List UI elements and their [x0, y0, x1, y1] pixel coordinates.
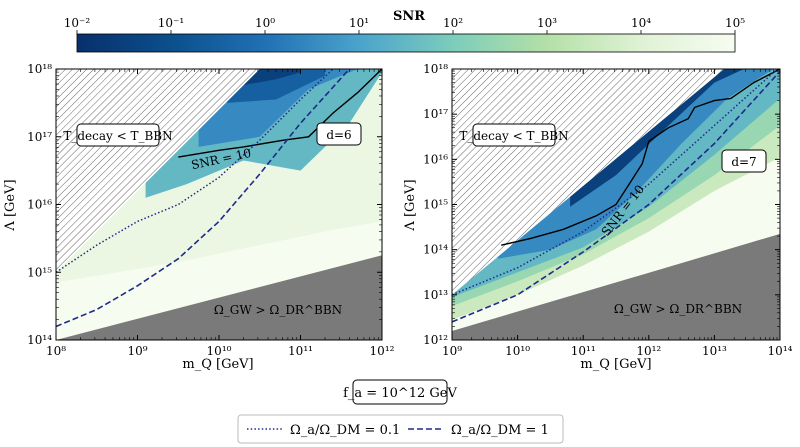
legend: Ω_a/Ω_DM = 0.1 Ω_a/Ω_DM = 1 — [237, 414, 564, 444]
fa-label: f_a = 10^12 GeV — [343, 386, 457, 401]
x-tick-label: 10¹⁴ — [768, 344, 793, 358]
legend-dotted-label: Ω_a/Ω_DM = 0.1 — [290, 423, 400, 438]
y-tick-label: 10¹⁴ — [27, 333, 52, 347]
x-tick-label: 10¹² — [636, 344, 661, 358]
colorbar-tick-label: 10⁴ — [631, 16, 651, 30]
right-decay-label-box: T_decay < T_BBN — [459, 123, 569, 147]
colorbar-tick-label: 10¹ — [349, 16, 369, 30]
x-tick-label: 10⁹ — [442, 344, 462, 358]
y-tick-label: 10¹⁸ — [27, 62, 52, 76]
left-panel: 10⁸ 10⁹ 10¹⁰ 10¹¹ 10¹² 10¹⁴ 10¹⁵ 10¹⁶ 10¹⁷ 10¹⁸ T… — [3, 62, 395, 372]
x-tick-label: 10¹¹ — [571, 344, 596, 358]
y-tick-label: 10¹⁷ — [423, 107, 448, 121]
right-gw-excluded-region — [452, 233, 780, 340]
colorbar-tick-label: 10² — [443, 16, 463, 30]
x-tick-label: 10⁸ — [46, 344, 66, 358]
left-gw-excluded-region — [56, 255, 382, 340]
colorbar-tick-label: 10⁻² — [64, 16, 91, 30]
colorbar: SNR 10⁻² 10⁻¹ 10⁰ 10¹ 10² 10³ 10⁴ 10⁵ — [64, 9, 745, 53]
colorbar-gradient — [76, 33, 736, 53]
right-snr10-contour — [501, 69, 780, 246]
right-decay-label: T_decay < T_BBN — [459, 129, 568, 143]
legend-dashed-label: Ω_a/Ω_DM = 1 — [451, 423, 549, 438]
colorbar-ticks: 10⁻² 10⁻¹ 10⁰ 10¹ 10² 10³ 10⁴ 10⁵ — [64, 16, 745, 34]
y-tick-label: 10¹⁸ — [423, 62, 448, 76]
left-gw-label: Ω_GW > Ω_DR^BBN — [214, 303, 342, 317]
x-tick-label: 10⁹ — [127, 344, 147, 358]
colorbar-tick-label: 10⁵ — [725, 16, 745, 30]
right-gw-label: Ω_GW > Ω_DR^BBN — [614, 302, 742, 316]
left-decay-excluded-region — [56, 69, 260, 273]
left-omega-0.1-line — [56, 69, 334, 273]
right-d-label: d=7 — [731, 155, 756, 169]
colorbar-tick-label: 10⁻¹ — [158, 16, 184, 30]
x-tick-label: 10¹¹ — [288, 344, 313, 358]
colorbar-title: SNR — [393, 9, 425, 24]
right-omega-1-line — [452, 70, 780, 323]
right-axes-ticks: 10⁹ 10¹⁰ 10¹¹ 10¹² 10¹³ 10¹⁴ 10¹² 10¹³ 10¹⁴ 10¹⁵ 1… — [423, 62, 793, 358]
fa-label-box: f_a = 10^12 GeV — [343, 379, 458, 405]
x-tick-label: 10¹³ — [702, 344, 727, 358]
legend-frame — [237, 414, 564, 444]
right-omega-0.1-line — [452, 69, 779, 296]
left-d-label-box: d=6 — [316, 122, 362, 146]
left-decay-label-box: T_decay < T_BBN — [63, 123, 173, 147]
y-tick-label: 10¹² — [423, 333, 448, 347]
x-tick-label: 10¹² — [370, 344, 395, 358]
x-tick-label: 10¹⁰ — [207, 344, 232, 358]
left-omega-1-line — [56, 69, 350, 328]
left-axes-ticks: 10⁸ 10⁹ 10¹⁰ 10¹¹ 10¹² 10¹⁴ 10¹⁵ 10¹⁶ 10¹⁷ 10¹⁸ — [27, 62, 395, 358]
y-tick-label: 10¹⁵ — [423, 198, 448, 212]
y-tick-label: 10¹³ — [423, 288, 448, 302]
left-xlabel: m_Q [GeV] — [182, 357, 253, 372]
right-panel: 10⁹ 10¹⁰ 10¹¹ 10¹² 10¹³ 10¹⁴ 10¹² 10¹³ 10¹⁴ 10¹⁵ 1… — [403, 62, 793, 372]
x-tick-label: 10¹⁰ — [505, 344, 530, 358]
colorbar-tick-label: 10⁰ — [255, 16, 275, 30]
left-d-label: d=6 — [326, 128, 351, 142]
y-tick-label: 10¹⁴ — [423, 243, 448, 257]
left-decay-label: T_decay < T_BBN — [63, 129, 172, 143]
right-d-label-box: d=7 — [721, 149, 767, 173]
y-tick-label: 10¹⁶ — [423, 152, 448, 166]
y-tick-label: 10¹⁷ — [27, 130, 52, 144]
y-tick-label: 10¹⁵ — [27, 265, 52, 279]
left-snr10-contour — [178, 69, 382, 158]
left-ylabel: Λ [GeV] — [3, 179, 18, 231]
right-xlabel: m_Q [GeV] — [580, 357, 651, 372]
colorbar-tick-label: 10³ — [537, 16, 557, 30]
right-ylabel: Λ [GeV] — [403, 179, 418, 231]
y-tick-label: 10¹⁶ — [27, 198, 52, 212]
